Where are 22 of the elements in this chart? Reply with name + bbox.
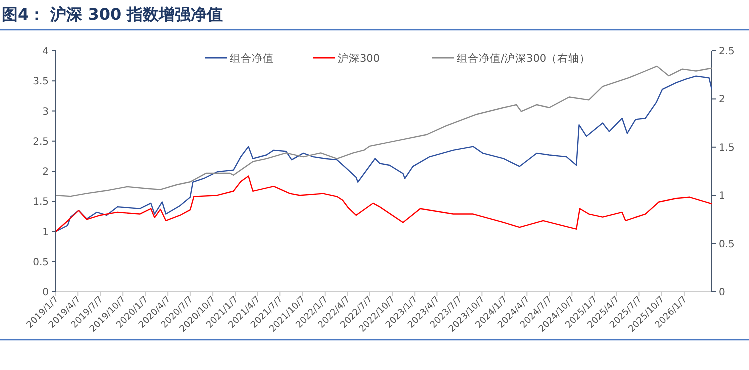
y-tick-label: 3.5 xyxy=(33,76,49,88)
y-tick-label: 2 xyxy=(42,167,49,178)
y-tick-label: 0.5 xyxy=(33,257,49,268)
chart-title: 图4： 沪深 300 指数增强净值 xyxy=(2,5,224,24)
y2-tick-label: 2 xyxy=(719,94,726,106)
line-series xyxy=(55,176,713,232)
y2-tick-label: 1.5 xyxy=(719,142,735,154)
y2-tick-label: 0 xyxy=(719,288,726,298)
legend-label: 组合净值/沪深300（右轴） xyxy=(457,52,591,65)
y-tick-label: 1 xyxy=(42,227,49,238)
y-tick-label: 3 xyxy=(42,106,49,118)
y-tick-label: 1.5 xyxy=(33,197,49,208)
line-series xyxy=(55,76,713,232)
y-tick-label: 2.5 xyxy=(33,136,49,148)
y2-tick-label: 1 xyxy=(719,191,726,202)
legend-label: 组合净值 xyxy=(230,52,274,65)
line-series xyxy=(55,66,713,198)
y2-tick-label: 2.5 xyxy=(719,46,735,58)
y2-tick-label: 0.5 xyxy=(719,239,735,250)
legend-label: 沪深300 xyxy=(338,52,380,65)
y-tick-label: 4 xyxy=(42,46,49,58)
y-tick-label: 0 xyxy=(42,288,49,298)
